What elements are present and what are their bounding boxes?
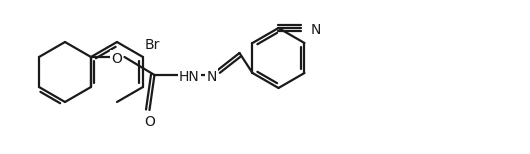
Text: O: O: [111, 51, 122, 65]
Text: O: O: [144, 115, 155, 128]
Text: HN: HN: [179, 69, 200, 83]
Text: Br: Br: [145, 38, 160, 51]
Text: N: N: [311, 22, 321, 36]
Text: N: N: [206, 69, 217, 83]
